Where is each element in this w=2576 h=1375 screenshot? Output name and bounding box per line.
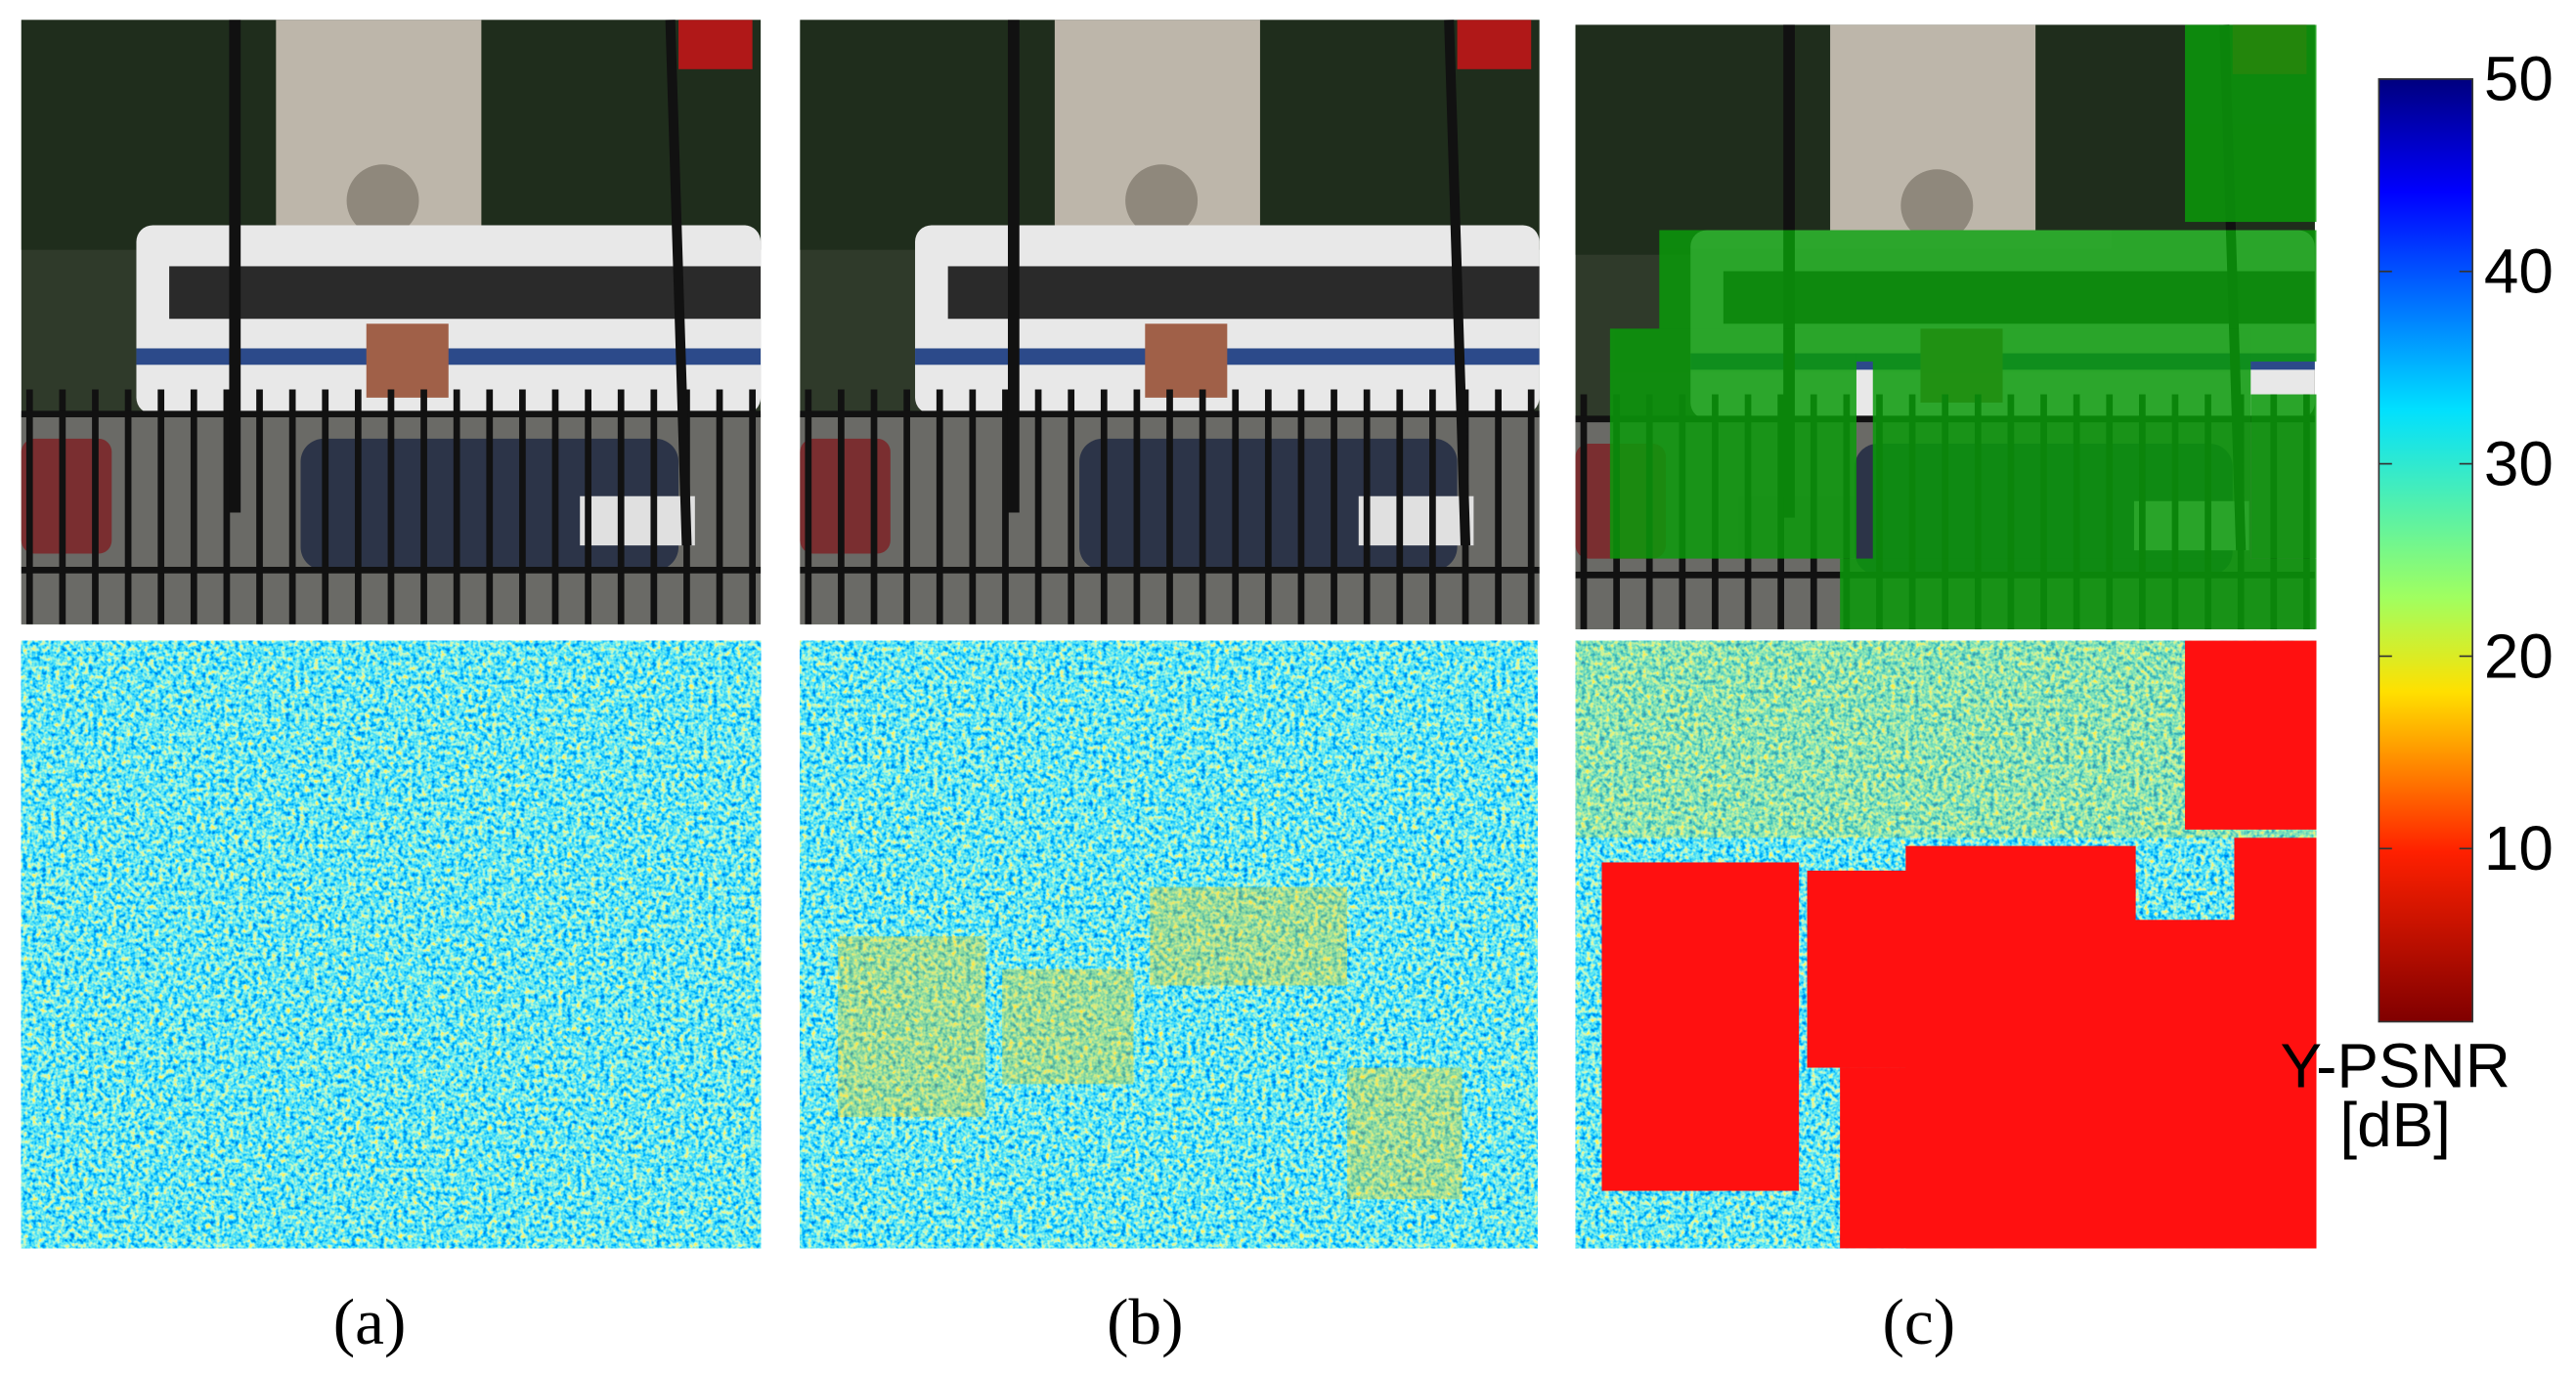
heatmap-a xyxy=(21,640,762,1249)
image-a xyxy=(22,20,761,623)
green-overlay xyxy=(1609,24,2317,629)
panel-label: (a) xyxy=(333,1285,407,1358)
colorbar-label: [dB] xyxy=(2339,1090,2451,1160)
yellow-regions xyxy=(838,886,1463,1199)
tick-label: 50 xyxy=(2484,44,2554,114)
tick-label: 10 xyxy=(2484,813,2554,883)
red-regions xyxy=(1601,640,2317,1249)
heatmap-b xyxy=(800,640,1538,1249)
panel-label: (c) xyxy=(1883,1285,1956,1358)
colorbar-label: Y-PSNR xyxy=(2280,1031,2510,1101)
colorbar-ticks: 10 20 30 40 50 xyxy=(2379,44,2554,883)
image-b xyxy=(800,20,1539,623)
tick-label: 40 xyxy=(2484,236,2554,307)
panel-label: (b) xyxy=(1107,1285,1183,1358)
colorbar xyxy=(2378,78,2473,1023)
tick-label: 20 xyxy=(2484,621,2554,691)
tick-label: 30 xyxy=(2484,428,2554,498)
